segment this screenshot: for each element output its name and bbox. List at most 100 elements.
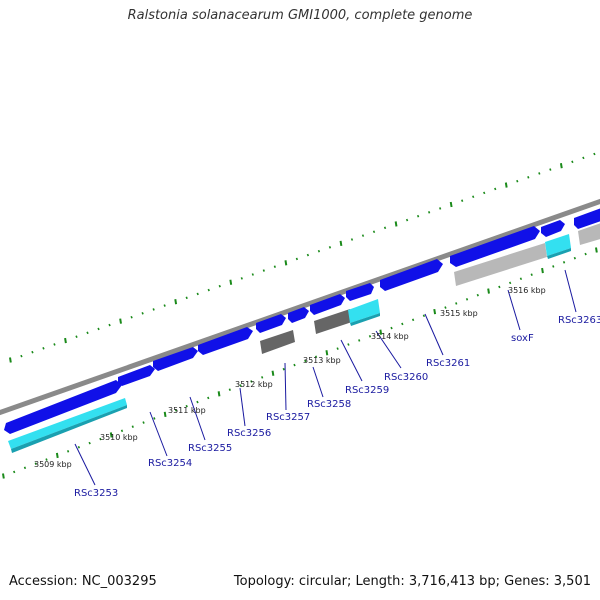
major-tick <box>449 201 453 208</box>
gene-arrow[interactable] <box>198 327 253 355</box>
minor-tick <box>66 450 70 453</box>
minor-tick <box>549 168 552 171</box>
minor-tick <box>250 380 253 383</box>
label-leader-lines <box>74 269 577 486</box>
major-tick <box>394 221 398 227</box>
gene-arrow[interactable] <box>450 226 540 267</box>
gene-label[interactable]: RSc3253 <box>74 488 118 499</box>
major-tick <box>64 337 67 344</box>
major-tick <box>9 357 12 363</box>
minor-tick <box>131 425 134 428</box>
minor-tick <box>336 347 339 350</box>
leader-line <box>424 313 444 356</box>
gene-arrow[interactable] <box>541 220 565 237</box>
gene-arrow-other[interactable] <box>578 222 600 245</box>
minor-tick <box>130 315 133 319</box>
gene-arrow[interactable] <box>346 283 374 301</box>
minor-tick <box>328 245 332 249</box>
minor-tick <box>358 339 361 342</box>
minor-tick <box>383 226 387 230</box>
gene-arrow[interactable] <box>4 380 122 434</box>
minor-tick <box>472 195 475 199</box>
gene-label[interactable]: RSc3258 <box>307 399 351 410</box>
minor-tick <box>240 277 243 280</box>
minor-tick <box>582 156 585 160</box>
accession-text: Accession: NC_003295 <box>9 574 157 589</box>
gene-arrow[interactable] <box>118 365 155 386</box>
minor-tick <box>31 350 34 354</box>
gene-label[interactable]: RSc3259 <box>345 385 389 396</box>
gene-arrow[interactable] <box>153 347 198 371</box>
minor-tick <box>196 400 199 404</box>
minor-tick <box>228 388 231 392</box>
gene-arrow-pseudo[interactable] <box>314 309 352 334</box>
minor-tick <box>153 417 156 420</box>
gene-label[interactable]: RSc3263 <box>558 315 600 326</box>
gene-arrow[interactable] <box>288 307 309 323</box>
gene-arrow[interactable] <box>380 259 443 291</box>
minor-tick <box>444 306 447 309</box>
kbp-label: 3515 kbp <box>440 309 478 318</box>
major-tick <box>119 318 122 324</box>
minor-tick <box>317 249 321 253</box>
minor-tick <box>185 404 188 408</box>
major-tick <box>339 240 343 247</box>
minor-tick <box>282 367 285 371</box>
minor-tick <box>218 284 221 288</box>
gene-arrow-light[interactable] <box>8 398 127 449</box>
minor-tick <box>141 312 144 315</box>
minor-tick <box>207 396 210 400</box>
major-tick <box>174 299 178 305</box>
minor-tick <box>20 354 23 358</box>
gene-arrow-light-shadow <box>350 313 380 326</box>
leader-line <box>239 387 246 427</box>
gene-arrow-light[interactable] <box>348 299 380 323</box>
gene-arrow-light[interactable] <box>545 234 571 256</box>
minor-tick <box>13 470 16 474</box>
gene-labels: RSc3253 RSc3254 RSc3255 RSc3256 RSc3257 … <box>74 315 600 499</box>
gene-arrow[interactable] <box>574 207 600 229</box>
gene-label[interactable]: RSc3254 <box>148 458 192 469</box>
minor-tick <box>261 376 264 379</box>
major-tick <box>379 329 383 335</box>
major-tick <box>2 473 5 479</box>
minor-tick <box>304 359 307 363</box>
leader-line <box>189 396 206 441</box>
major-tick <box>559 163 563 169</box>
minor-tick <box>405 218 409 222</box>
minor-tick <box>527 176 530 179</box>
minor-tick <box>174 408 178 412</box>
gene-arrow-pseudo[interactable] <box>260 330 295 354</box>
major-tick <box>541 267 544 274</box>
minor-tick <box>427 211 431 214</box>
gene-label[interactable]: soxF <box>511 333 534 344</box>
minor-tick <box>120 429 124 433</box>
gene-label[interactable]: RSc3261 <box>426 358 470 369</box>
minor-tick <box>293 363 296 367</box>
gene-label[interactable]: RSc3260 <box>384 372 428 383</box>
minor-tick <box>77 445 81 449</box>
minor-tick <box>519 277 523 281</box>
minor-tick <box>239 384 242 387</box>
kbp-labels: 3509 kbp 3510 kbp 3511 kbp 3512 kbp 3513… <box>34 286 546 469</box>
gene-label[interactable]: RSc3256 <box>227 428 271 439</box>
gene-label[interactable]: RSc3255 <box>188 443 232 454</box>
gene-arrow[interactable] <box>310 294 345 315</box>
gene-arrow[interactable] <box>256 314 286 333</box>
minor-tick <box>509 281 512 285</box>
gene-arrow-light-shadow <box>11 405 127 453</box>
minor-tick <box>207 288 210 292</box>
major-tick <box>504 182 508 188</box>
leader-line <box>74 443 96 486</box>
minor-tick <box>97 327 100 331</box>
minor-tick <box>401 322 404 326</box>
gene-arrow-other[interactable] <box>454 243 547 286</box>
kbp-label: 3516 kbp <box>508 286 546 295</box>
minor-tick <box>53 343 56 346</box>
kbp-label: 3512 kbp <box>235 380 273 389</box>
gene-label[interactable]: RSc3257 <box>266 412 310 423</box>
minor-tick <box>461 199 464 202</box>
minor-tick <box>185 296 188 300</box>
minor-tick <box>23 466 27 470</box>
